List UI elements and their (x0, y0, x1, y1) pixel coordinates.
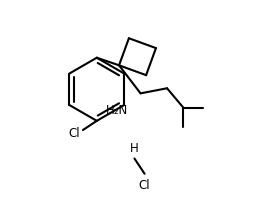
Text: Cl: Cl (139, 178, 150, 191)
Text: H: H (130, 141, 139, 154)
Text: Cl: Cl (69, 126, 81, 139)
Text: H₂N: H₂N (106, 103, 128, 116)
